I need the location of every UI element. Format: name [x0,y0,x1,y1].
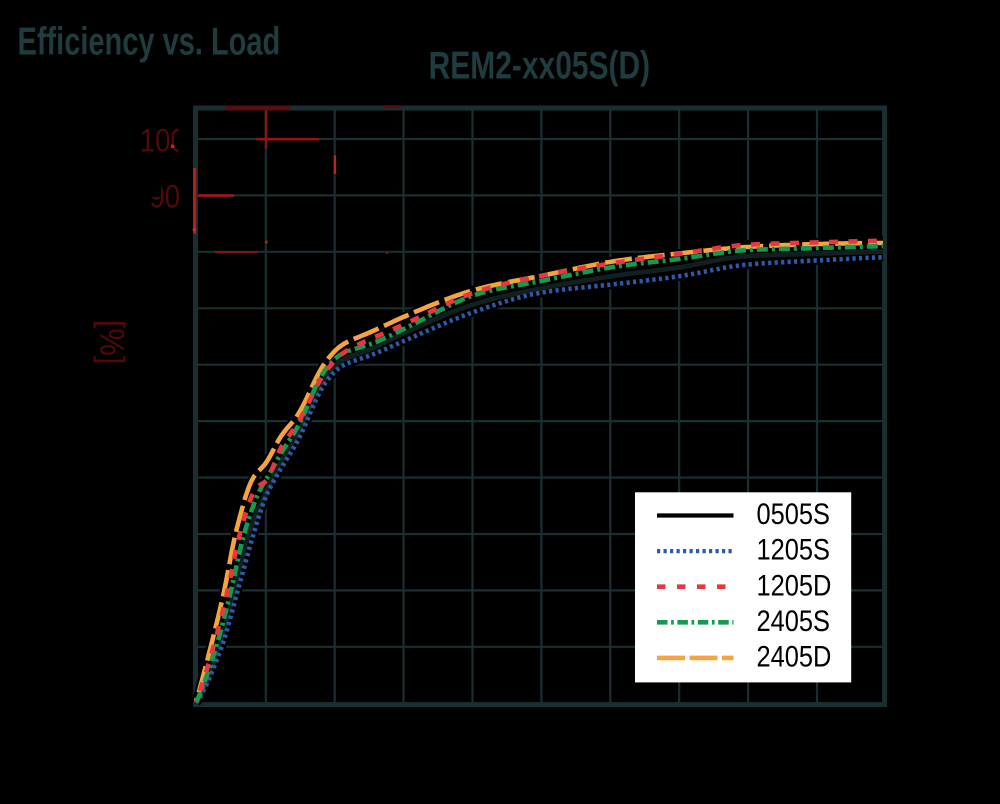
svg-text:[%]: [%] [93,320,132,365]
svg-text:0505S: 0505S [757,497,830,530]
svg-text:Efficiency vs. Load: Efficiency vs. Load [18,21,281,64]
svg-text:1205S: 1205S [757,533,830,566]
svg-text:1205D: 1205D [757,569,832,602]
svg-text:100: 100 [140,124,186,160]
svg-text:2405D: 2405D [757,640,832,673]
svg-text:REM2-xx05S(D): REM2-xx05S(D) [429,45,651,88]
svg-text:2405S: 2405S [757,604,830,637]
